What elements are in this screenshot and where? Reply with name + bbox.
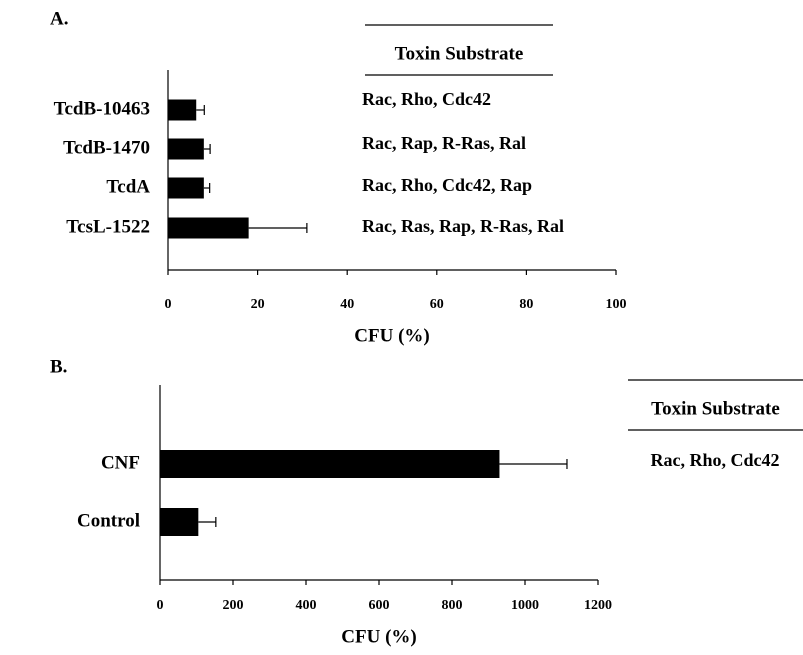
x-tick-label: 200 — [223, 598, 244, 613]
substrate-list: Rac, Rho, Cdc42, Rap — [362, 175, 532, 195]
x-tick-label: 600 — [369, 598, 390, 613]
category-label: CNF — [101, 452, 140, 473]
bar — [168, 177, 204, 199]
bar — [168, 217, 249, 239]
x-tick-label: 1000 — [511, 598, 539, 613]
x-tick-label: 20 — [251, 297, 265, 312]
x-tick-label: 0 — [157, 598, 164, 613]
category-label: TcdB-10463 — [54, 98, 150, 119]
bar — [168, 138, 204, 160]
x-tick-label: 0 — [165, 297, 172, 312]
x-tick-label: 1200 — [584, 598, 612, 613]
category-label: TcdA — [106, 176, 150, 197]
substrate-list: Rac, Rap, R-Ras, Ral — [362, 133, 526, 153]
x-tick-label: 400 — [296, 598, 317, 613]
bar — [168, 99, 197, 121]
x-axis-label: CFU (%) — [341, 626, 416, 647]
panel-label: B. — [50, 356, 67, 377]
table-header: Toxin Substrate — [651, 398, 780, 419]
bar — [160, 508, 199, 536]
category-label: TcdB-1470 — [63, 137, 150, 158]
substrate-list: Rac, Ras, Rap, R-Ras, Ral — [362, 216, 564, 236]
x-tick-label: 100 — [606, 297, 627, 312]
x-tick-label: 800 — [442, 598, 463, 613]
category-label: Control — [77, 510, 140, 531]
x-tick-label: 60 — [430, 297, 444, 312]
table-header: Toxin Substrate — [395, 43, 524, 64]
substrate-list: Rac, Rho, Cdc42 — [651, 450, 780, 470]
x-tick-label: 40 — [340, 297, 354, 312]
substrate-list: Rac, Rho, Cdc42 — [362, 89, 491, 109]
category-label: TcsL-1522 — [66, 216, 150, 237]
x-axis-label: CFU (%) — [354, 325, 429, 346]
x-tick-label: 80 — [519, 297, 533, 312]
panel-label: A. — [50, 8, 68, 29]
bar — [160, 450, 500, 478]
